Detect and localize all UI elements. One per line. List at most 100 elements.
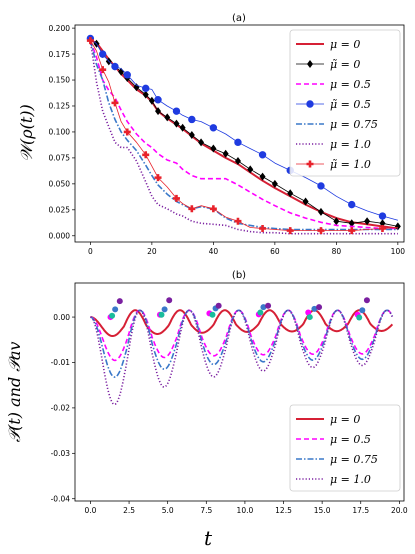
average-point <box>109 312 116 319</box>
data-point-mu-tilde-0-5 <box>98 50 107 58</box>
average-point <box>311 305 318 312</box>
panel-a-ytick-label: 0.175 <box>49 50 71 59</box>
average-point <box>316 304 323 311</box>
panel-b-ylabel: 𝒫(t) and 𝒫av <box>5 342 24 443</box>
data-point-mu-tilde-0 <box>188 131 195 140</box>
panel-a-title: (a) <box>232 13 246 24</box>
average-point <box>257 309 264 316</box>
panel-b-xtick-label: 17.5 <box>352 506 369 515</box>
panel-a-legend-label-mu-0-75: μ = 0.75 <box>330 118 378 131</box>
panel-b-legend-label-mu-1-0: μ = 1.0 <box>330 473 371 486</box>
average-point <box>158 311 165 318</box>
panel-b-ytick-label: 0.00 <box>53 313 70 322</box>
panel-b-legend-box <box>289 404 401 492</box>
panel-a-ytick-label: 0.050 <box>49 180 71 189</box>
average-point <box>161 306 168 313</box>
panel-b-xtick-label: 10.0 <box>237 506 254 515</box>
data-point-mu-tilde-0 <box>148 96 155 105</box>
panel-a-xtick-label: 80 <box>332 247 342 256</box>
average-point <box>116 298 123 305</box>
average-point <box>260 304 267 311</box>
average-point <box>112 306 119 313</box>
data-point-mu-tilde-0-5 <box>378 212 387 220</box>
series-line-b-mu-0-5 <box>90 309 394 362</box>
data-point-mu-tilde-0-5 <box>348 200 356 209</box>
data-point-mu-tilde-1-0 <box>234 217 242 225</box>
panel-a-legend-label-mu-tilde-0: μ̃ = 0 <box>330 58 360 71</box>
data-point-mu-tilde-0 <box>348 219 355 228</box>
data-point-mu-tilde-0 <box>173 119 180 128</box>
data-point-mu-tilde-1-0 <box>123 128 131 136</box>
panel-a-ytick-label: 0.100 <box>49 128 71 137</box>
panel-b-xtick-label: 7.5 <box>200 506 212 515</box>
data-point-mu-tilde-0-5 <box>258 151 267 159</box>
panel-b-legend-label-mu-0-75: μ = 0.75 <box>330 453 378 466</box>
data-point-mu-tilde-1-0 <box>142 151 150 159</box>
data-point-mu-tilde-0-5 <box>111 62 119 71</box>
panel-a-xtick-label: 40 <box>209 247 219 256</box>
average-point <box>305 309 312 316</box>
data-point-mu-tilde-0-5 <box>317 182 325 190</box>
panel-a-legend-label-mu-0: μ = 0 <box>330 38 360 51</box>
panel-b-xlabel: t <box>204 526 213 550</box>
data-point-mu-tilde-0-5 <box>154 96 162 104</box>
average-point <box>166 297 173 304</box>
data-point-mu-tilde-0-5 <box>123 71 131 79</box>
data-point-mu-tilde-1-0 <box>348 227 356 235</box>
panel-a-ytick-label: 0.000 <box>49 231 71 240</box>
panel-a-legend-box <box>289 29 401 177</box>
data-point-mu-tilde-1-0 <box>86 37 94 45</box>
panel-a-legend-label-mu-tilde-0-5: μ̃ = 0.5 <box>330 98 371 111</box>
data-point-mu-tilde-0 <box>155 107 162 116</box>
panel-a-ylabel: 𝒲(ρ(t)) <box>17 104 36 162</box>
average-point <box>359 307 366 314</box>
panel-a-xtick-label: 60 <box>270 247 280 256</box>
panel-a-legend-label-mu-0-5: μ = 0.5 <box>330 78 371 91</box>
data-point-mu-tilde-0-5 <box>188 115 196 124</box>
data-point-mu-tilde-0 <box>271 179 278 188</box>
data-point-mu-tilde-1-0 <box>154 174 162 182</box>
data-point-mu-tilde-0 <box>234 157 241 166</box>
data-point-mu-tilde-0 <box>222 149 229 158</box>
data-point-mu-tilde-0-5 <box>142 84 150 93</box>
data-point-mu-tilde-1-0 <box>378 225 386 233</box>
average-point <box>306 314 313 321</box>
data-point-mu-tilde-1-0 <box>111 99 119 107</box>
data-point-mu-tilde-1-0 <box>317 227 325 235</box>
series-line-mu-0-5 <box>89 40 398 230</box>
panel-b-xtick-label: 15.0 <box>314 506 331 515</box>
panel-a-legend-marker-mu-tilde-1-0 <box>306 160 314 168</box>
panel-b-legend-label-mu-0: μ = 0 <box>330 413 360 426</box>
data-point-mu-tilde-0 <box>198 138 205 147</box>
panel-b-frame <box>74 282 405 502</box>
panel-a-xtick-label: 100 <box>391 247 406 256</box>
panel-b-ytick-label: -0.01 <box>51 358 71 367</box>
data-point-mu-tilde-0 <box>364 217 371 226</box>
data-point-mu-tilde-0-5 <box>234 138 242 147</box>
panel-b-title: (b) <box>232 270 246 281</box>
data-point-mu-tilde-0 <box>210 144 217 153</box>
panel-b-xtick-label: 12.5 <box>275 506 292 515</box>
data-point-mu-tilde-1-0 <box>286 227 294 235</box>
panel-b-legend: μ = 0 μ = 0.5 μ = 0.75 μ = 1.0 <box>289 404 401 492</box>
panel-b-ytick-label: -0.03 <box>51 449 71 458</box>
series-line-b-mu-0-75 <box>90 309 394 378</box>
panel-a-ytick-label: 0.025 <box>49 206 71 215</box>
average-point <box>356 314 363 321</box>
data-point-mu-tilde-0 <box>333 217 340 226</box>
panel-a-ytick-label: 0.150 <box>49 76 71 85</box>
panel-b-ytick-label: -0.02 <box>51 404 71 413</box>
panel-a-ytick-label: 0.200 <box>49 24 71 33</box>
series-line-b-mu-0 <box>90 309 394 337</box>
average-point <box>265 302 272 309</box>
data-point-mu-tilde-0-5 <box>172 107 181 115</box>
data-point-mu-tilde-0 <box>302 197 309 206</box>
panel-b-xtick-label: 20.0 <box>391 506 408 515</box>
data-point-mu-tilde-0 <box>247 165 254 174</box>
data-point-mu-tilde-1-0 <box>99 66 107 74</box>
data-point-mu-tilde-1-0 <box>188 205 196 213</box>
average-point <box>215 302 222 309</box>
data-point-mu-tilde-0 <box>259 172 266 181</box>
series-line-mu-0-75 <box>89 40 398 231</box>
